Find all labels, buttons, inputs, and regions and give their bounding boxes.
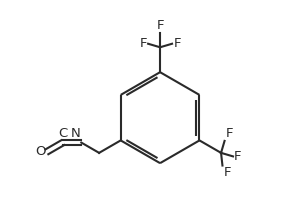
Text: F: F [156,19,164,32]
Text: F: F [226,127,233,140]
Text: F: F [234,150,241,163]
Text: N: N [70,127,80,140]
Text: C: C [58,127,67,140]
Text: O: O [35,145,46,158]
Text: F: F [139,37,147,50]
Text: F: F [173,37,181,50]
Text: F: F [224,166,231,179]
